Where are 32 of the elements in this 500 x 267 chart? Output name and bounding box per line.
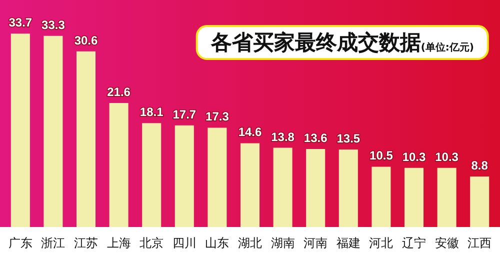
x-tick-label: 河南 [304, 236, 328, 250]
x-tick-label: 四川 [172, 236, 196, 250]
x-tick-label: 河北 [369, 236, 394, 250]
data-label: 17.3 [206, 110, 230, 124]
x-tick-label: 福建 [336, 236, 360, 250]
data-label: 21.6 [107, 85, 131, 100]
x-tick-label: 安徽 [434, 236, 459, 250]
x-tick-label: 浙江 [41, 236, 66, 250]
chart-title: 各省买家最终成交数据 [210, 30, 421, 54]
x-tick-label: 江西 [468, 236, 492, 250]
data-label: 13.6 [304, 130, 328, 145]
data-label: 8.8 [471, 158, 488, 172]
x-tick-label: 广东 [8, 236, 32, 250]
x-tick-label: 湖南 [270, 236, 295, 250]
x-tick-label: 北京 [140, 236, 164, 250]
data-label: 10.3 [435, 150, 459, 164]
data-label: 33.3 [42, 18, 66, 32]
x-tick-label: 江苏 [74, 236, 98, 250]
data-label: 10.5 [370, 148, 394, 163]
x-tick-label: 湖北 [238, 236, 262, 250]
data-label: 13.8 [271, 130, 295, 144]
data-label: 14.6 [238, 125, 262, 140]
data-label: 10.3 [402, 150, 426, 164]
x-tick-label: 山东 [205, 236, 230, 250]
data-label: 18.1 [140, 105, 164, 120]
x-tick-label: 上海 [106, 236, 131, 250]
data-label: 17.7 [172, 107, 196, 122]
data-label: 13.5 [336, 132, 360, 146]
text: (单位:亿元) [420, 42, 474, 54]
data-label: 30.6 [74, 33, 98, 48]
x-tick-label: 辽宁 [402, 236, 426, 250]
data-label: 33.7 [8, 16, 32, 30]
